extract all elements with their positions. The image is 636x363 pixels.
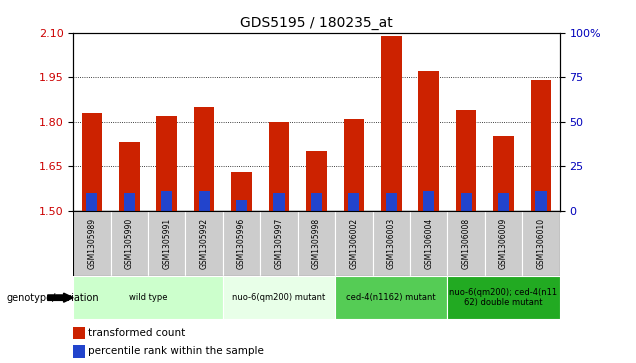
Bar: [530, 80, 551, 211]
Bar: [373, 211, 410, 276]
Bar: [311, 193, 322, 211]
Bar: [498, 193, 509, 211]
Bar: [423, 191, 434, 211]
Text: ced-4(n1162) mutant: ced-4(n1162) mutant: [347, 293, 436, 302]
Text: GSM1305997: GSM1305997: [275, 217, 284, 269]
Bar: [223, 211, 260, 276]
Bar: [349, 193, 359, 211]
Text: GSM1305992: GSM1305992: [200, 218, 209, 269]
Bar: [335, 211, 373, 276]
Bar: [343, 119, 364, 211]
Bar: [485, 211, 522, 276]
Bar: [306, 151, 327, 211]
Bar: [223, 276, 335, 319]
Bar: [236, 200, 247, 211]
Text: nuo-6(qm200); ced-4(n11
62) double mutant: nuo-6(qm200); ced-4(n11 62) double mutan…: [450, 288, 558, 307]
Bar: [161, 191, 172, 211]
Bar: [268, 122, 289, 211]
Bar: [381, 36, 401, 211]
Text: GSM1305998: GSM1305998: [312, 218, 321, 269]
Text: GSM1306003: GSM1306003: [387, 217, 396, 269]
Bar: [119, 142, 139, 211]
Bar: [123, 193, 135, 211]
Bar: [522, 211, 560, 276]
Text: GSM1306009: GSM1306009: [499, 217, 508, 269]
Bar: [111, 211, 148, 276]
Text: GSM1305996: GSM1305996: [237, 217, 246, 269]
Bar: [232, 172, 252, 211]
Text: percentile rank within the sample: percentile rank within the sample: [88, 346, 265, 356]
Bar: [73, 276, 223, 319]
Bar: [298, 211, 335, 276]
Bar: [198, 191, 210, 211]
Bar: [410, 211, 447, 276]
Bar: [335, 276, 447, 319]
Bar: [418, 71, 439, 211]
Bar: [385, 193, 397, 211]
Bar: [460, 193, 472, 211]
Bar: [81, 113, 102, 211]
Bar: [456, 110, 476, 211]
Text: GSM1305989: GSM1305989: [87, 218, 96, 269]
Bar: [148, 211, 186, 276]
Text: transformed count: transformed count: [88, 328, 186, 338]
Bar: [156, 116, 177, 211]
Bar: [447, 211, 485, 276]
Bar: [73, 327, 85, 339]
Text: GSM1305991: GSM1305991: [162, 218, 171, 269]
Text: genotype/variation: genotype/variation: [6, 293, 99, 303]
Bar: [194, 107, 214, 211]
Text: GSM1306002: GSM1306002: [349, 218, 358, 269]
Title: GDS5195 / 180235_at: GDS5195 / 180235_at: [240, 16, 393, 30]
Text: nuo-6(qm200) mutant: nuo-6(qm200) mutant: [232, 293, 326, 302]
Bar: [494, 136, 514, 211]
Bar: [447, 276, 560, 319]
Text: GSM1306004: GSM1306004: [424, 217, 433, 269]
Text: GSM1306010: GSM1306010: [537, 218, 546, 269]
Bar: [536, 191, 546, 211]
Text: GSM1305990: GSM1305990: [125, 217, 134, 269]
Text: wild type: wild type: [128, 293, 167, 302]
Bar: [186, 211, 223, 276]
Bar: [273, 193, 284, 211]
Bar: [73, 211, 111, 276]
Bar: [73, 345, 85, 358]
Text: GSM1306008: GSM1306008: [462, 218, 471, 269]
Bar: [260, 211, 298, 276]
Bar: [86, 193, 97, 211]
